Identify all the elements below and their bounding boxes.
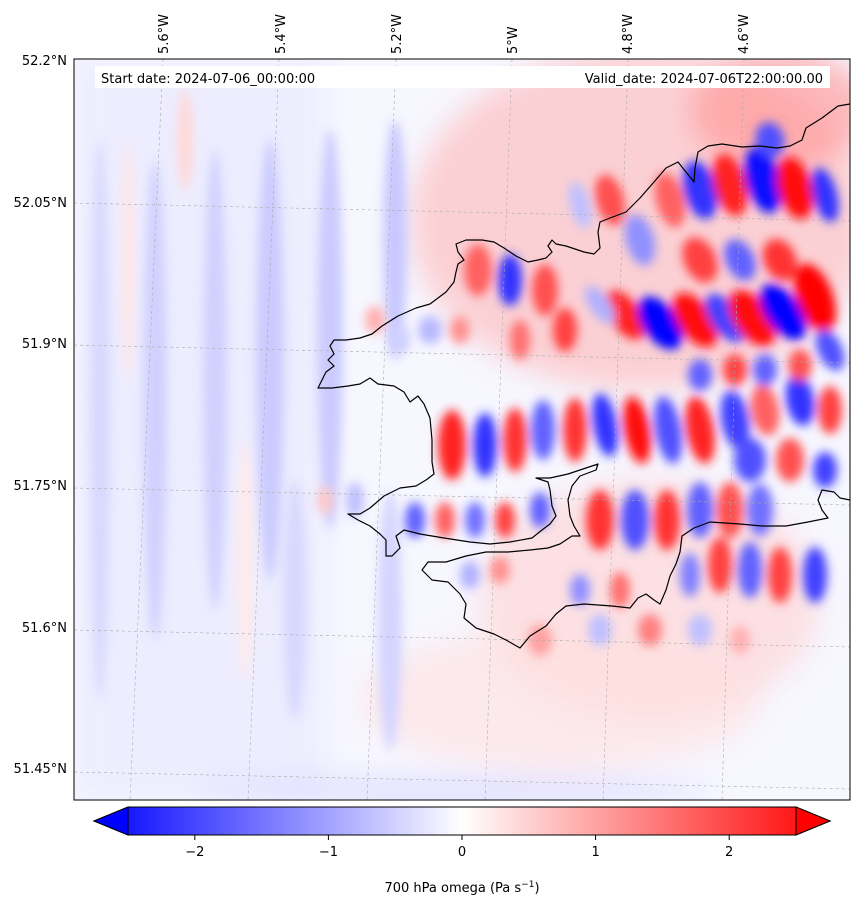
lat-label-52-05n: 52.05°N — [14, 196, 67, 211]
lon-label-5w: 5°W — [506, 26, 521, 54]
lon-label-4-6w: 4.6°W — [737, 14, 752, 54]
date-info-box: Start date: 2024-07-06_00:00:00 Valid_da… — [95, 66, 830, 88]
lat-label-51-6n: 51.6°N — [22, 621, 67, 636]
graticule — [74, 59, 850, 800]
lat-label-52-2n: 52.2°N — [22, 54, 67, 69]
plot-frame — [73, 58, 851, 801]
colorbar-gradient — [92, 806, 832, 836]
colorbar-tick-label: 0 — [458, 845, 466, 860]
colorbar-min-extend — [92, 806, 129, 836]
colorbar-ticks: −2 −1 0 1 2 — [185, 835, 733, 860]
start-date-text: Start date: 2024-07-06_00:00:00 — [101, 72, 315, 87]
latitude-labels: 52.2°N 52.05°N 51.9°N 51.75°N 51.6°N 51.… — [14, 54, 67, 777]
colorbar-max-extend — [795, 806, 832, 836]
colorbar: −2 −1 0 1 2 700 hPa omega (Pa s−1) — [92, 806, 832, 896]
valid-date-text: Valid_date: 2024-07-06T22:00:00.00 — [585, 72, 823, 87]
colorbar-tick-label: −1 — [319, 845, 338, 860]
lon-label-5-4w: 5.4°W — [274, 14, 289, 54]
omega-wave-pattern — [317, 122, 845, 656]
colorbar-tick-label: 1 — [591, 845, 599, 860]
colorbar-tick-label: 2 — [725, 845, 733, 860]
colorbar-label: 700 hPa omega (Pa s−1) — [384, 880, 539, 896]
map-plot-area: Start date: 2024-07-06_00:00:00 Valid_da… — [73, 58, 851, 801]
west-gravity-wave-bands — [90, 90, 407, 750]
lon-label-5-2w: 5.2°W — [390, 14, 405, 54]
coastline — [317, 103, 850, 649]
lon-label-4-8w: 4.8°W — [621, 14, 636, 54]
colorbar-tick-label: −2 — [185, 845, 204, 860]
lon-label-5-6w: 5.6°W — [157, 14, 172, 54]
lat-label-51-75n: 51.75°N — [14, 479, 67, 494]
lat-label-51-9n: 51.9°N — [22, 337, 67, 352]
longitude-labels: 5.6°W 5.4°W 5.2°W 5°W 4.8°W 4.6°W — [157, 14, 752, 54]
lat-label-51-45n: 51.45°N — [14, 762, 67, 777]
